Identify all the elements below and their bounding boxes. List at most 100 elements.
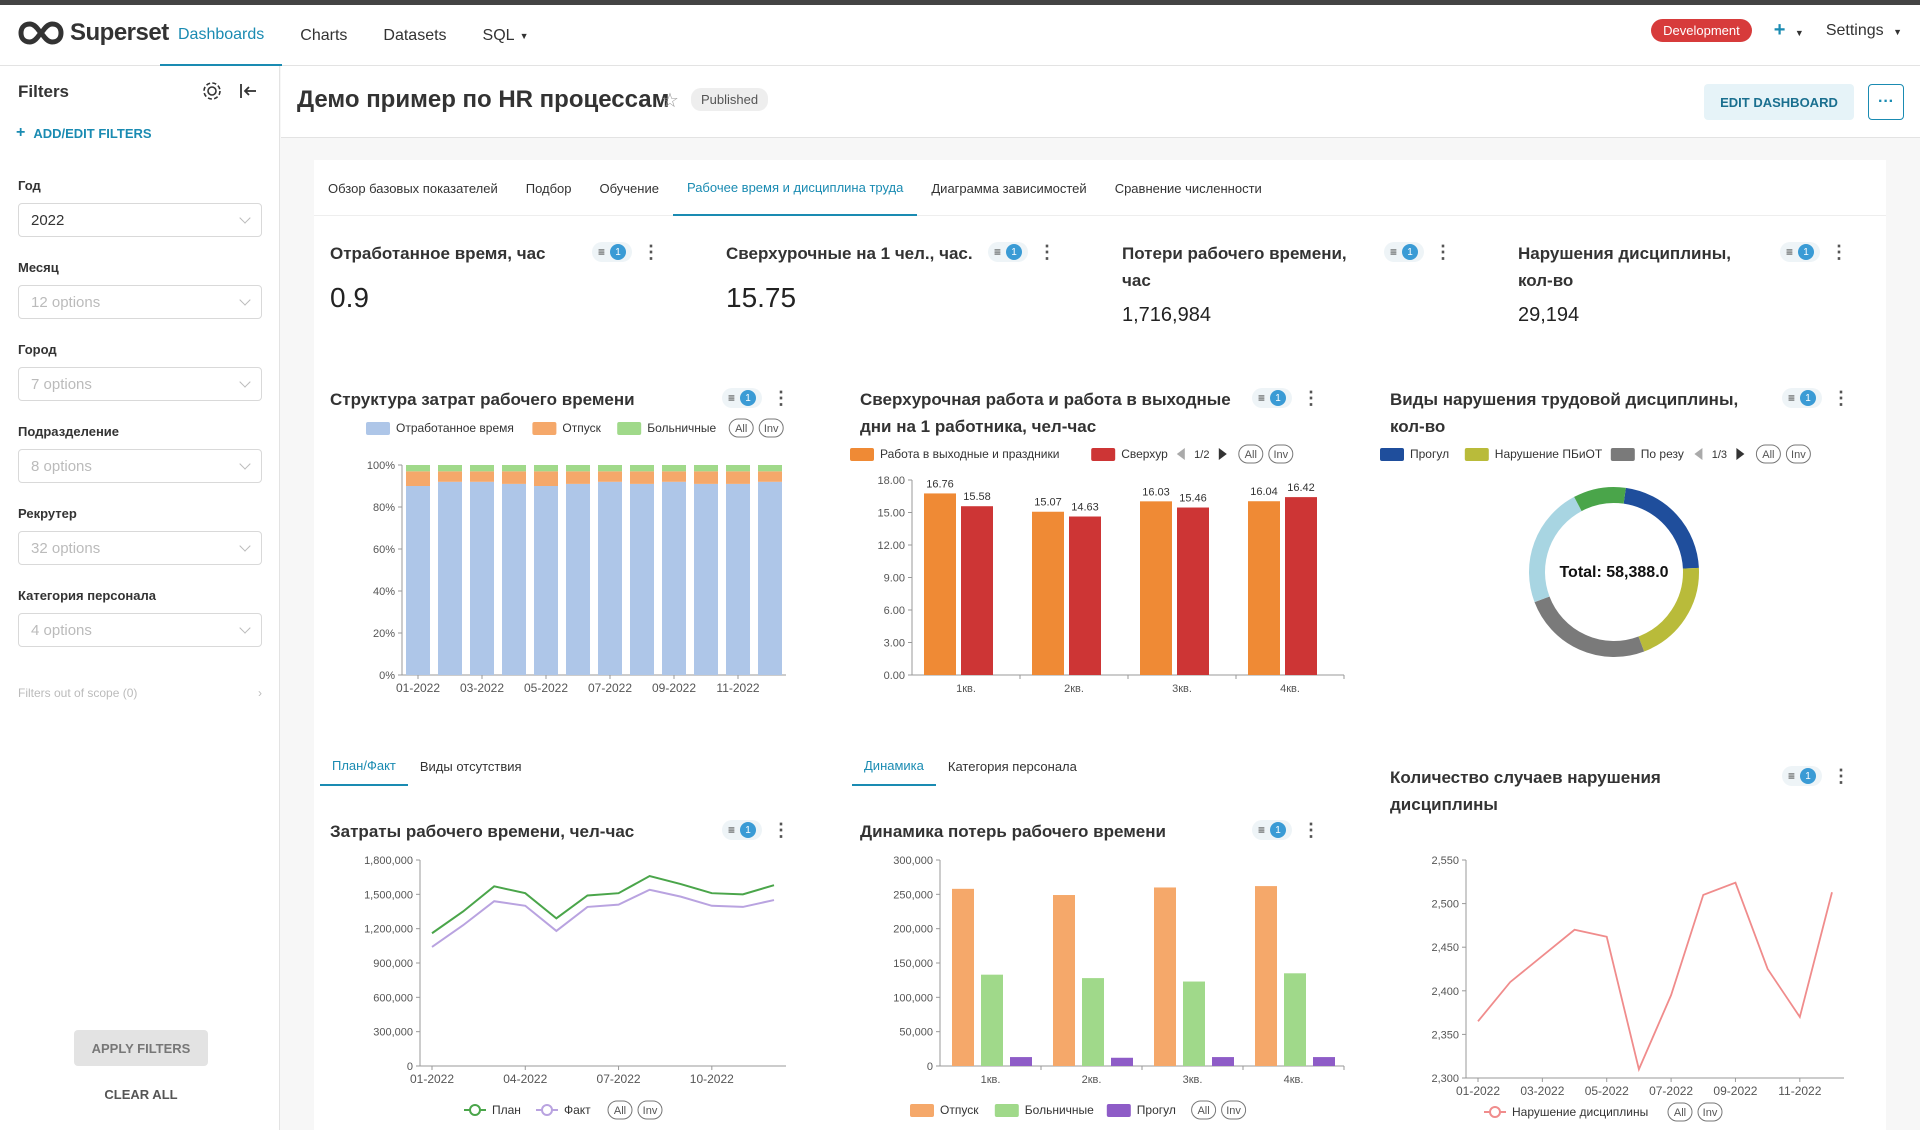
published-badge[interactable]: Published — [691, 88, 769, 111]
y-tick-label: 80% — [373, 502, 395, 514]
y-tick-label: 18.00 — [877, 475, 905, 487]
edit-dashboard-button[interactable]: EDIT DASHBOARD — [1704, 84, 1854, 120]
kebab-menu-icon[interactable]: ⋮ — [1302, 388, 1321, 408]
line-chart: 2,300 2,350 2,400 2,450 2,500 2,550 01-2022 03-… — [1431, 855, 1844, 1122]
pager-next-icon — [1218, 448, 1227, 460]
filter-select[interactable]: 32 options — [18, 531, 262, 565]
legend-toggle-button — [1755, 444, 1781, 464]
tab-working-time[interactable]: Рабочее время и дисциплина труда — [672, 160, 918, 216]
y-tick-label: 0% — [379, 670, 395, 682]
bar-segment — [406, 465, 430, 472]
bar — [924, 493, 956, 675]
nav-dashboards[interactable]: Dashboards — [160, 5, 283, 66]
x-tick-label: 4кв. — [1280, 683, 1300, 695]
filter-select[interactable]: 2022 — [18, 203, 262, 237]
settings-label: Settings — [1825, 21, 1884, 39]
filter-department: Подразделение 8 options — [18, 424, 262, 483]
more-options-button[interactable]: ··· — [1868, 84, 1904, 120]
donut-slice — [1574, 487, 1626, 512]
filter-indicator[interactable]: ≡ 1 — [1252, 820, 1293, 840]
filter-select[interactable]: 12 options — [18, 285, 262, 319]
x-tick-label: 1кв. — [956, 683, 976, 695]
subtab-staff-category[interactable]: Категория персонала — [947, 758, 1077, 774]
filter-indicator[interactable]: ≡ 1 — [1384, 242, 1425, 262]
kebab-menu-icon[interactable]: ⋮ — [1832, 388, 1851, 408]
filter-value: 8 options — [31, 457, 92, 475]
gear-icon[interactable] — [201, 80, 223, 102]
filter-indicator[interactable]: ≡ 1 — [592, 242, 633, 262]
legend-label: Нарушение ПБиОТ — [1495, 447, 1603, 461]
nav-charts[interactable]: Charts — [300, 26, 348, 44]
legend-toggle-button — [637, 1100, 663, 1120]
filter-indicator[interactable]: ≡ 1 — [1252, 388, 1293, 408]
bar — [1177, 507, 1209, 675]
legend-toggle-button — [1697, 1102, 1723, 1122]
star-icon[interactable]: ☆ — [661, 90, 679, 112]
kpi-value: 0.9 — [330, 282, 369, 313]
filter-indicator[interactable]: ≡ 1 — [722, 388, 763, 408]
filter-icon: ≡ — [728, 823, 736, 837]
kebab-menu-icon[interactable]: ⋮ — [1832, 766, 1851, 786]
nav-datasets[interactable]: Datasets — [383, 26, 447, 44]
filter-label: Подразделение — [18, 424, 120, 439]
chevron-right-icon: › — [258, 686, 262, 700]
settings-menu[interactable]: Settings ▼ — [1826, 22, 1902, 40]
tab-dependency-diagram[interactable]: Диаграмма зависимостей — [931, 180, 1087, 196]
nav-sql[interactable]: SQL ▼ — [465, 5, 547, 66]
filter-indicator[interactable]: ≡ 1 — [1782, 766, 1823, 786]
new-menu[interactable]: + ▼ — [1774, 19, 1804, 42]
legend-swatch — [1610, 448, 1635, 461]
y-tick-label: 9.00 — [884, 573, 905, 585]
data-label: 16.03 — [1142, 486, 1170, 498]
kebab-menu-icon[interactable]: ⋮ — [772, 820, 791, 840]
x-tick-label: 07-2022 — [1649, 1084, 1693, 1098]
filter-select[interactable]: 4 options — [18, 613, 262, 647]
legend-toggle-label: Inv — [1226, 1105, 1241, 1117]
subtab-plan-fact[interactable]: План/Факт — [320, 746, 408, 786]
subtab-dynamics[interactable]: Динамика — [852, 746, 936, 786]
filter-value: 2022 — [31, 211, 65, 229]
filter-select[interactable]: 8 options — [18, 449, 262, 483]
dashboard-title[interactable]: Демо пример по HR процессам — [297, 86, 670, 113]
kebab-menu-icon[interactable]: ⋮ — [642, 242, 661, 262]
tab-recruitment[interactable]: Подбор — [525, 180, 572, 196]
pager-label: 1/2 — [1194, 449, 1209, 461]
dashboard-content: Обзор базовых показателей Подбор Обучени… — [314, 160, 1886, 1130]
legend-swatch — [1489, 1106, 1501, 1118]
kebab-menu-icon[interactable]: ⋮ — [772, 388, 791, 408]
subtab-absence-types[interactable]: Виды отсутствия — [419, 758, 522, 774]
filters-out-of-scope[interactable]: Filters out of scope (0) › — [18, 686, 262, 700]
tab-overview[interactable]: Обзор базовых показателей — [328, 180, 498, 196]
superset-logo[interactable]: Superset — [18, 19, 169, 47]
legend-swatch — [994, 1104, 1019, 1117]
bar-segment — [438, 481, 462, 675]
chart-card-violation-cases: Количество случаев нарушения дисциплины … — [1374, 750, 1886, 1130]
data-label: 16.04 — [1250, 486, 1278, 498]
x-tick-label: 10-2022 — [690, 1072, 734, 1086]
legend-toggle-button — [1191, 1100, 1217, 1120]
y-tick-label: 2,550 — [1431, 855, 1459, 867]
clear-all-button[interactable]: CLEAR ALL — [104, 1086, 178, 1102]
kebab-menu-icon[interactable]: ⋮ — [1038, 242, 1057, 262]
y-tick-label: 600,000 — [373, 992, 413, 1004]
apply-filters-button[interactable]: APPLY FILTERS — [74, 1030, 208, 1066]
kebab-menu-icon[interactable]: ⋮ — [1434, 242, 1453, 262]
legend-label: Больничные — [647, 421, 716, 435]
x-tick-label: 07-2022 — [588, 681, 632, 695]
kebab-menu-icon[interactable]: ⋮ — [1302, 820, 1321, 840]
tab-training[interactable]: Обучение — [599, 180, 659, 196]
kebab-menu-icon[interactable]: ⋮ — [1830, 242, 1849, 262]
legend-swatch — [850, 448, 874, 461]
tab-headcount-comparison[interactable]: Сравнение численности — [1114, 180, 1262, 196]
filter-indicator[interactable]: ≡ 1 — [988, 242, 1029, 262]
filter-indicator[interactable]: ≡ 1 — [722, 820, 763, 840]
grouped-bar-chart: 0 50,000 100,000 150,000 200,000 250,000 300,0… — [893, 855, 1345, 1120]
filter-select[interactable]: 7 options — [18, 367, 262, 401]
bar-segment — [630, 465, 654, 472]
bar — [1285, 497, 1317, 675]
filter-indicator[interactable]: ≡ 1 — [1782, 388, 1823, 408]
line-chart: 0 300,000 600,000 900,000 1,200,000 1,500,000… — [364, 855, 786, 1120]
add-edit-filters-button[interactable]: + ADD/EDIT FILTERS — [16, 124, 152, 142]
collapse-sidebar-icon[interactable] — [237, 80, 259, 102]
filter-indicator[interactable]: ≡ 1 — [1780, 242, 1821, 262]
